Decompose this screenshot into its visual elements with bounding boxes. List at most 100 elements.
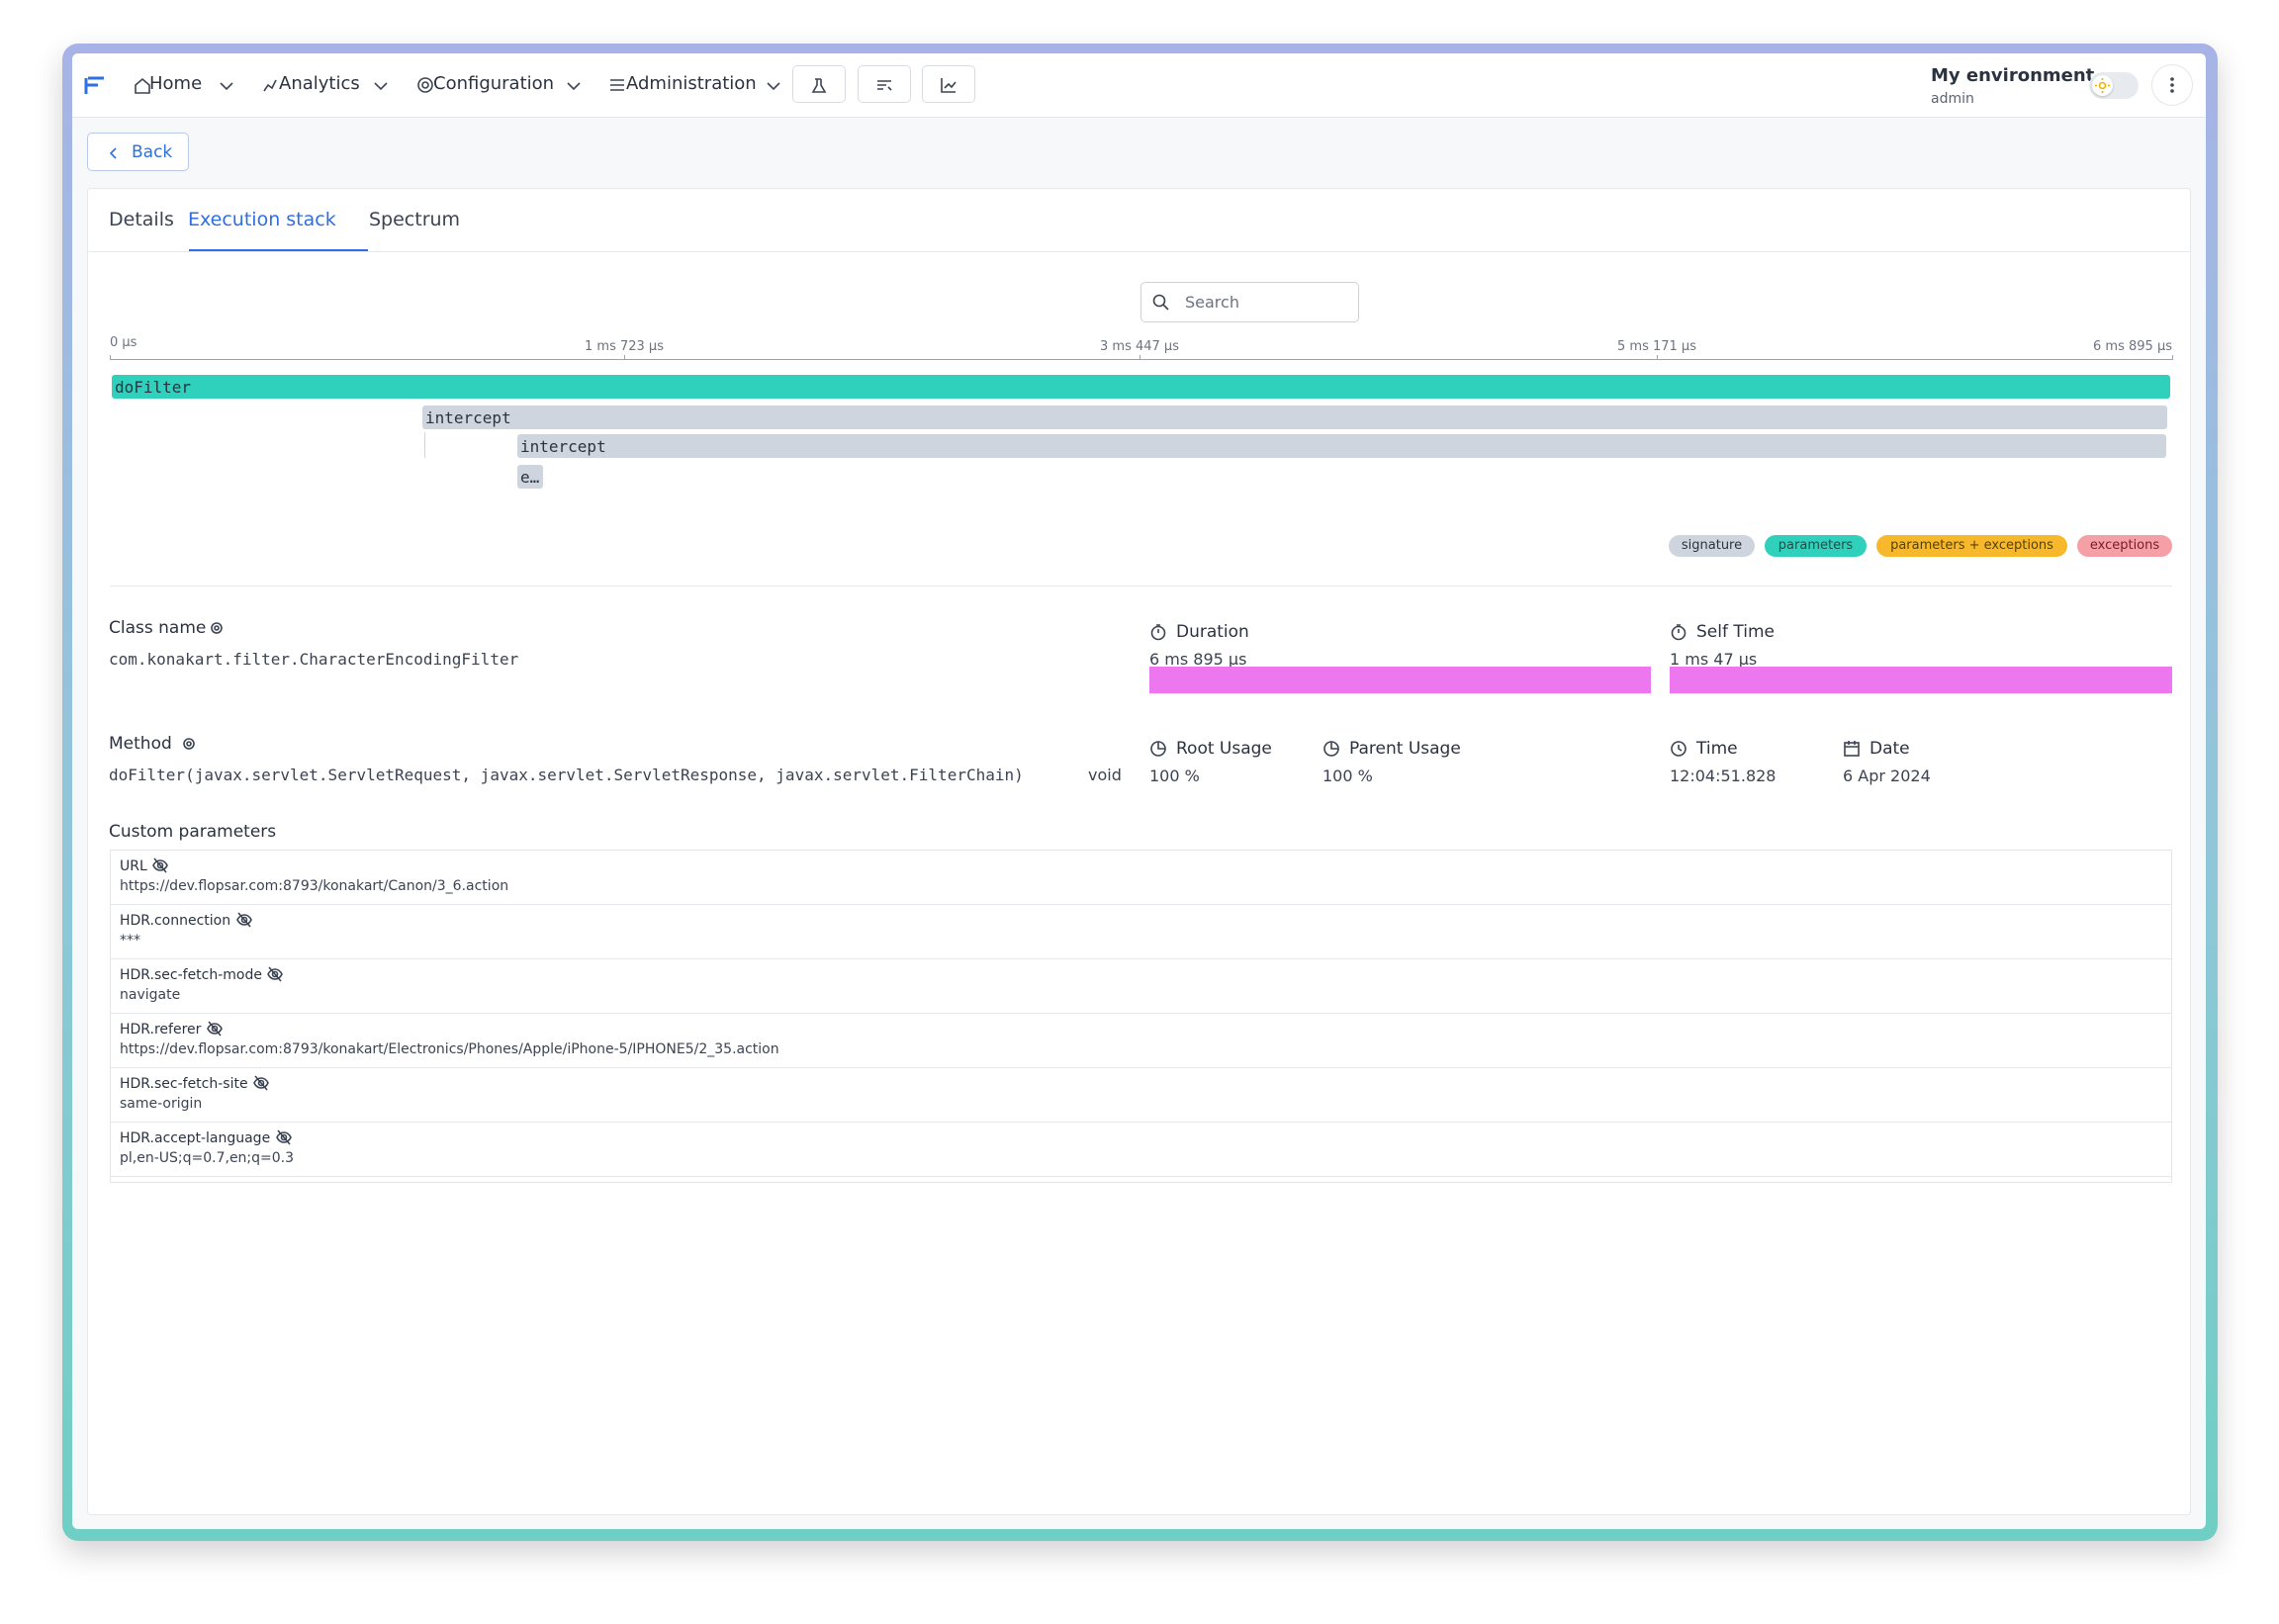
metric-label: Duration <box>1176 622 1249 642</box>
hidden-icon <box>152 857 168 873</box>
hidden-icon <box>207 1021 223 1037</box>
detail-value: com.konakart.filter.CharacterEncodingFil… <box>109 650 519 669</box>
parameter-row: URL https://dev.flopsar.com:8793/konakart… <box>111 851 2171 905</box>
metric-icon <box>1323 741 1339 757</box>
parameter-value: *** <box>120 933 140 948</box>
parameter-key: HDR.sec-fetch-site <box>120 1076 248 1092</box>
metric-value: 6 ms 895 µs <box>1149 650 1247 669</box>
menu-button[interactable] <box>2151 64 2193 106</box>
tab-underline <box>189 249 368 251</box>
nav-item[interactable]: Analytics <box>279 73 360 94</box>
timeline-tick <box>1657 355 1658 360</box>
parameter-value: same-origin <box>120 1096 203 1112</box>
nav-item[interactable]: Home <box>149 73 203 94</box>
parameter-key: HDR.referer <box>120 1022 202 1038</box>
metric-label: Parent Usage <box>1349 739 1461 759</box>
timeline-tick <box>110 355 111 360</box>
parameter-value: https://dev.flopsar.com:8793/konakart/El… <box>120 1041 779 1057</box>
parameter-key: HDR.connection <box>120 913 231 929</box>
gear-icon <box>183 738 195 750</box>
parameter-row: HDR.connection *** <box>111 905 2171 959</box>
detail-label: Method <box>109 734 172 754</box>
detail-return-type: void <box>1088 766 1122 784</box>
timeline-tick-label: 0 µs <box>110 335 137 350</box>
back-button[interactable]: Back <box>87 133 189 171</box>
metric-value: 1 ms 47 µs <box>1670 650 1758 669</box>
toolbar-icon <box>811 78 827 93</box>
legend-chip[interactable]: parameters + exceptions <box>1876 535 2067 557</box>
legend-label: signature <box>1681 538 1743 553</box>
parameter-row: HDR.sec-fetch-site same-origin <box>111 1068 2171 1123</box>
toolbar-button[interactable] <box>792 65 846 103</box>
parameter-row: HDR.sec-fetch-mode navigate <box>111 959 2171 1014</box>
timeline-tick-label: 5 ms 171 µs <box>1617 339 1696 354</box>
timeline-axis <box>110 359 2172 360</box>
stack-frame[interactable]: doFilter <box>112 375 2170 399</box>
nav-item[interactable]: Configuration <box>433 73 555 94</box>
metric-value: 100 % <box>1322 767 1373 785</box>
tab[interactable]: Details <box>109 209 174 230</box>
parameter-value: https://dev.flopsar.com:8793/konakart/Ca… <box>120 878 509 894</box>
toolbar-button[interactable] <box>922 65 975 103</box>
stack-connector <box>424 432 425 458</box>
metric-label: Time <box>1696 739 1738 759</box>
stack-frame[interactable]: e… <box>517 465 543 489</box>
timeline-tick <box>2172 355 2173 360</box>
metric-icon <box>1150 624 1166 641</box>
app: Home Analytics Configuration Administration… <box>72 53 2206 1529</box>
parameter-key: URL <box>120 858 147 874</box>
environment-name: My environment <box>1931 65 2095 86</box>
toolbar-button[interactable] <box>858 65 911 103</box>
theme-toggle[interactable] <box>2089 72 2139 99</box>
nav-icon <box>135 77 150 94</box>
stack-frame[interactable]: intercept <box>517 434 2166 458</box>
section-title: Custom parameters <box>109 822 277 842</box>
parameters-table: URL https://dev.flopsar.com:8793/konakart… <box>110 850 2172 1183</box>
nav-chevron <box>220 82 233 91</box>
hidden-icon <box>253 1075 269 1091</box>
duration-bar <box>1149 667 1651 693</box>
metric-value: 6 Apr 2024 <box>1843 767 1931 785</box>
frame-label: e… <box>520 468 540 487</box>
sun-icon <box>2095 78 2110 93</box>
nav-item[interactable]: Administration <box>626 73 757 94</box>
metric-icon <box>1150 741 1166 757</box>
kebab-icon <box>2170 77 2174 93</box>
nav-icon <box>417 77 433 93</box>
frame-label: intercept <box>520 437 606 456</box>
gear-icon <box>211 622 223 634</box>
search-icon <box>1152 294 1169 311</box>
toggle-knob <box>2092 75 2113 96</box>
tab-active[interactable]: Execution stack <box>188 209 336 230</box>
navbar: Home Analytics Configuration Administration… <box>72 53 2206 118</box>
timeline-tick <box>624 355 625 360</box>
metric-value: 100 % <box>1149 767 1200 785</box>
frame-label: intercept <box>425 408 511 427</box>
legend-chip[interactable]: signature <box>1669 535 1755 557</box>
legend-chip[interactable]: parameters <box>1765 535 1867 557</box>
logo[interactable] <box>84 75 106 95</box>
nav-chevron <box>567 82 581 91</box>
legend-label: parameters <box>1778 538 1854 553</box>
detail-value: doFilter(javax.servlet.ServletRequest, j… <box>109 766 1024 784</box>
back-label: Back <box>132 142 173 162</box>
stack-frame[interactable]: intercept <box>422 406 2167 429</box>
parameter-value: navigate <box>120 987 181 1003</box>
parameter-value: pl,en-US;q=0.7,en;q=0.3 <box>120 1150 295 1166</box>
card: Details Execution stack Spectrum Search 0 µs… <box>87 188 2191 1515</box>
metric-label: Date <box>1869 739 1910 759</box>
nav-chevron <box>374 82 388 91</box>
metric-icon <box>1844 741 1860 757</box>
legend-chip[interactable]: exceptions <box>2077 535 2172 557</box>
toolbar-icon <box>941 78 957 93</box>
tabs-divider <box>88 251 2190 252</box>
search-box[interactable]: Search <box>1140 282 1359 322</box>
nav-chevron <box>767 82 780 91</box>
detail-label: Class name <box>109 618 207 638</box>
search-placeholder: Search <box>1185 293 1239 312</box>
self-time-bar <box>1670 667 2172 693</box>
frame-label: doFilter <box>115 378 192 397</box>
metric-icon <box>1671 624 1686 641</box>
nav-icon <box>610 79 624 91</box>
tab[interactable]: Spectrum <box>369 209 461 230</box>
